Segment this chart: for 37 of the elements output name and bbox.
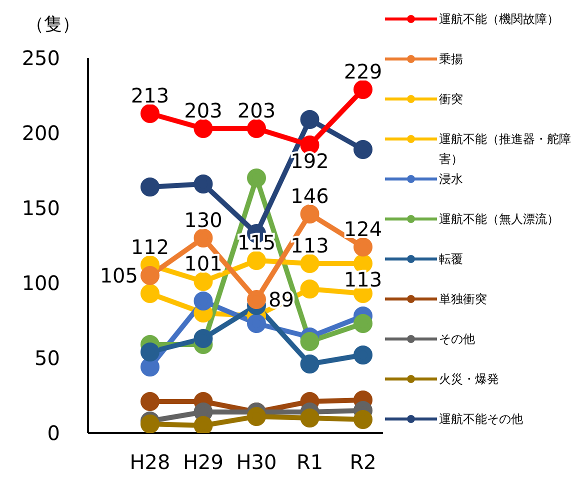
data-label: 124 <box>344 217 382 241</box>
legend-label: 運航不能その他 <box>439 411 524 428</box>
y-tick-label: 250 <box>22 46 60 70</box>
legend-label: 運航不能（無人漂流） <box>439 211 560 228</box>
legend-label: 火災・爆発 <box>439 371 500 388</box>
x-tick-label: H29 <box>183 450 224 474</box>
y-tick-label: 150 <box>22 196 60 220</box>
x-tick-label: H28 <box>130 450 170 474</box>
legend-label: 運航不能（機関故障） <box>439 11 560 28</box>
data-label: 113 <box>344 268 382 292</box>
data-label: 203 <box>237 98 276 122</box>
data-label: 213 <box>130 84 170 108</box>
legend-label: 運航不能（推進器・舵障害） <box>439 131 572 168</box>
data-label: 130 <box>184 208 222 232</box>
data-label: 192 <box>290 149 329 173</box>
legend-label: 単独衝突 <box>439 291 488 308</box>
y-tick-label: 50 <box>34 346 60 370</box>
legend-label: 衝突 <box>439 91 464 108</box>
legend-label: 浸水 <box>439 171 464 188</box>
y-tick-label: 100 <box>22 271 60 296</box>
data-label: 229 <box>344 60 382 84</box>
legend-label: 乗揚 <box>439 51 464 68</box>
y-tick-label: 200 <box>22 121 60 146</box>
data-label: 203 <box>184 98 222 122</box>
y-axis-title: （隻） <box>26 13 80 36</box>
data-label: 101 <box>184 252 222 276</box>
x-tick-label: R1 <box>296 450 324 474</box>
data-label: 113 <box>290 234 329 258</box>
data-label: 105 <box>100 264 138 288</box>
legend-label: その他 <box>439 331 476 348</box>
data-label: 146 <box>290 184 329 208</box>
data-label: 115 <box>237 230 276 254</box>
x-tick-label: R2 <box>350 450 376 474</box>
y-tick-label: 0 <box>47 421 60 446</box>
data-label: 112 <box>130 235 170 259</box>
legend-label: 転覆 <box>439 251 464 268</box>
x-tick-label: H30 <box>236 450 277 474</box>
